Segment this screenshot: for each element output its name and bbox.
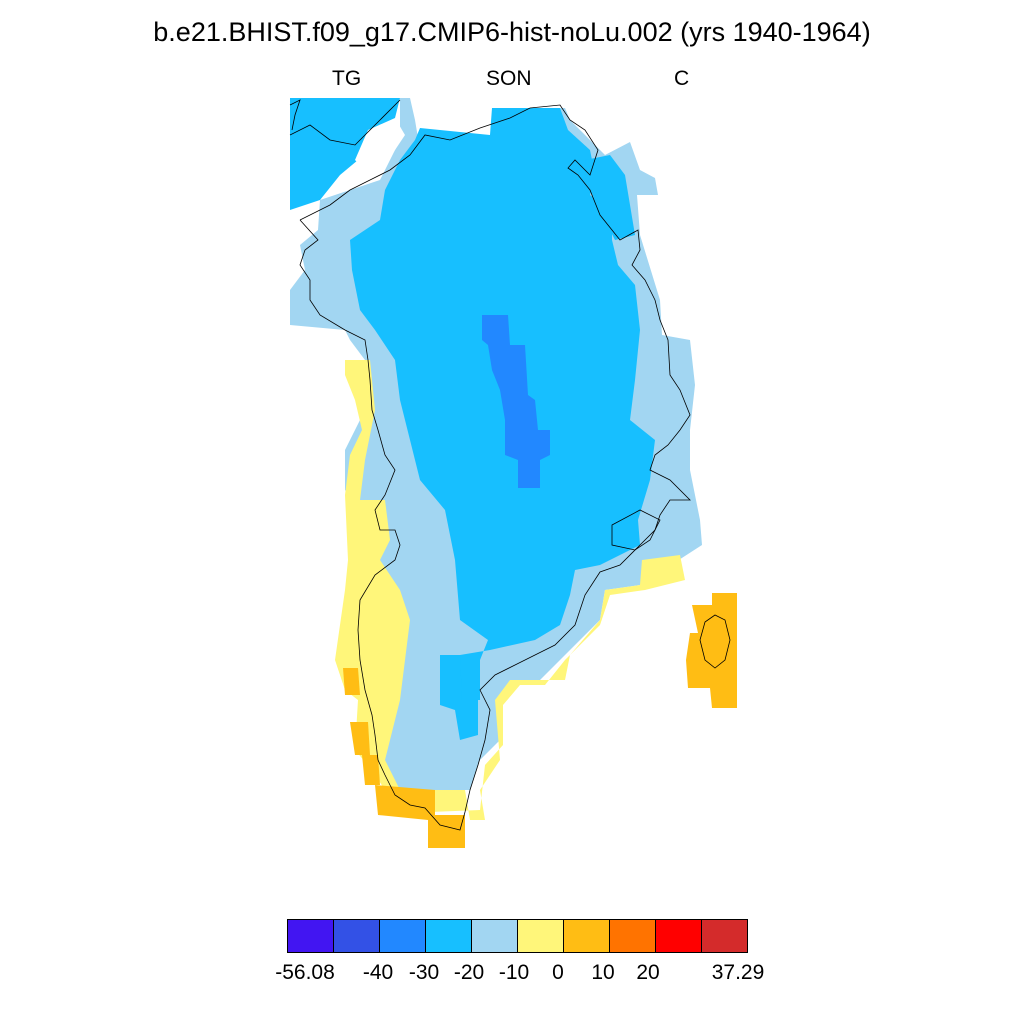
- band-minus10-zero-west: [335, 360, 685, 820]
- band-minus30-minus20-ne: [585, 155, 635, 240]
- colorbar-swatch-9: [701, 919, 748, 953]
- variable-label: TG: [332, 67, 362, 90]
- colorbar-tick-label: 0: [552, 961, 564, 984]
- colorbar-tick-label: 20: [636, 961, 660, 984]
- nw-gap: [355, 118, 405, 170]
- colorbar-tick-label: -56.08: [275, 961, 335, 984]
- colorbar-tick-label: 10: [591, 961, 615, 984]
- band-zero-ten-east-island: [686, 593, 737, 708]
- units-label: C: [674, 67, 690, 90]
- band-zero-ten-sw1: [350, 722, 370, 755]
- season-label: SON: [486, 67, 532, 90]
- band-minus30-minus20-nw: [290, 98, 400, 210]
- colorbar-swatch-6: [563, 919, 610, 953]
- band-minus30-minus20-south: [440, 655, 478, 740]
- colorbar-swatch-8: [655, 919, 702, 953]
- colorbar-tick-label: 37.29: [711, 961, 765, 984]
- colorbar: [287, 919, 748, 953]
- colorbar-swatch-4: [471, 919, 518, 953]
- colorbar-swatch-0: [287, 919, 334, 953]
- colorbar-swatch-1: [333, 919, 380, 953]
- map-title: b.e21.BHIST.f09_g17.CMIP6-hist-noLu.002 …: [153, 17, 871, 47]
- coastline: [289, 99, 731, 831]
- colorbar-swatch-2: [379, 919, 426, 953]
- colorbar-swatch-3: [425, 919, 472, 953]
- band-minus40-minus30: [482, 315, 550, 488]
- band-zero-ten-sw3: [343, 668, 360, 695]
- colorbar-tick-label: -30: [408, 961, 440, 984]
- colorbar-tick-label: -20: [453, 961, 485, 984]
- colorbar-swatch-5: [517, 919, 564, 953]
- band-zero-ten-sw2: [362, 755, 380, 785]
- colorbar-tick-label: -10: [498, 961, 530, 984]
- colorbar-tick-label: -40: [362, 961, 394, 984]
- band-zero-ten-south: [375, 785, 465, 848]
- colorbar-swatch-7: [609, 919, 656, 953]
